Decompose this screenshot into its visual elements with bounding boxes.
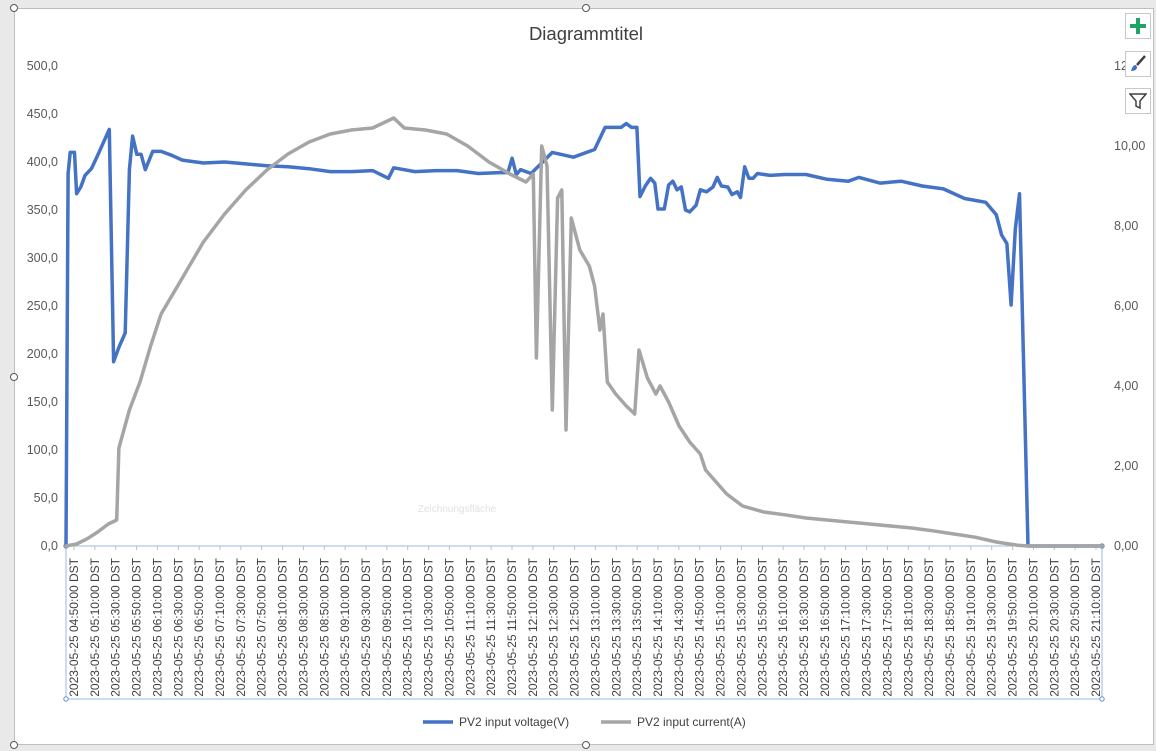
legend-label-1[interactable]: PV2 input voltage(V)	[459, 715, 569, 729]
x-tick-label: 2023-05-25 06:30:00 DST	[171, 557, 185, 696]
x-tick-label: 2023-05-25 21:10:00 DST	[1089, 557, 1103, 696]
legend-label-2[interactable]: PV2 input current(A)	[637, 715, 746, 729]
x-tick-label: 2023-05-25 11:10:00 DST	[463, 557, 477, 696]
x-tick-label: 2023-05-25 10:30:00 DST	[422, 557, 436, 696]
x-tick-label: 2023-05-25 10:10:00 DST	[401, 557, 415, 696]
y-left-tick-label: 500,0	[27, 59, 58, 73]
y-left-tick-label: 450,0	[27, 107, 58, 121]
x-tick-label: 2023-05-25 16:10:00 DST	[776, 557, 790, 696]
x-tick-label: 2023-05-25 18:50:00 DST	[943, 557, 957, 696]
x-tick-label: 2023-05-25 07:10:00 DST	[213, 557, 227, 696]
x-tick-label: 2023-05-25 05:50:00 DST	[130, 557, 144, 696]
chart-styles-button[interactable]	[1125, 51, 1151, 77]
axes: 0,0 50,0 100,0 150,0 200,0 250,0 300,0 350,0 400…	[27, 59, 1145, 702]
x-tick-label: 2023-05-25 20:30:00 DST	[1047, 557, 1061, 696]
y-left-tick-label: 250,0	[27, 299, 58, 313]
x-tick-label: 2023-05-25 09:10:00 DST	[338, 557, 352, 696]
y-left-tick-label: 50,0	[34, 491, 58, 505]
x-tick-label: 2023-05-25 19:10:00 DST	[964, 557, 978, 696]
x-axis-label-box[interactable]	[65, 545, 1103, 700]
chart-title[interactable]: Diagrammtitel	[529, 23, 643, 44]
x-tick-label: 2023-05-25 17:50:00 DST	[880, 557, 894, 696]
x-tick-label: 2023-05-25 07:30:00 DST	[234, 557, 248, 696]
y-right-tick-label: 6,00	[1114, 299, 1138, 313]
x-tick-label: 2023-05-25 17:30:00 DST	[860, 557, 874, 696]
x-tick-label: 2023-05-25 17:10:00 DST	[839, 557, 853, 696]
x-tick-label: 2023-05-25 15:50:00 DST	[755, 557, 769, 696]
x-tick-label: 2023-05-25 08:10:00 DST	[276, 557, 290, 696]
plot-area-tooltip: Zeichnungsfläche	[418, 504, 497, 515]
x-tick-label: 2023-05-25 05:30:00 DST	[109, 557, 123, 696]
x-tick-label: 2023-05-25 15:10:00 DST	[714, 557, 728, 696]
x-tick-label: 2023-05-25 12:50:00 DST	[568, 557, 582, 696]
chart-filters-button[interactable]	[1125, 88, 1151, 114]
x-tick-label: 2023-05-25 20:50:00 DST	[1068, 557, 1082, 696]
y-left-tick-label: 150,0	[27, 395, 58, 409]
x-tick-label: 2023-05-25 13:30:00 DST	[609, 557, 623, 696]
x-tick-label: 2023-05-25 08:50:00 DST	[317, 557, 331, 696]
x-tick-label: 2023-05-25 09:30:00 DST	[359, 557, 373, 696]
x-tick-label: 2023-05-25 13:10:00 DST	[588, 557, 602, 696]
y-right-tick-label: 2,00	[1114, 459, 1138, 473]
y-left-tick-label: 300,0	[27, 251, 58, 265]
chart-elements-button[interactable]	[1125, 13, 1151, 39]
y-left-tick-label: 100,0	[27, 443, 58, 457]
x-tick-label: 2023-05-25 06:50:00 DST	[192, 557, 206, 696]
resize-handle-bottom-center[interactable]	[582, 741, 590, 749]
brush-icon	[1131, 55, 1146, 71]
resize-handle-top-left[interactable]	[10, 4, 18, 12]
x-tick-label: 2023-05-25 19:30:00 DST	[985, 557, 999, 696]
y-left-tick-label: 350,0	[27, 203, 58, 217]
x-tick-label: 2023-05-25 13:50:00 DST	[630, 557, 644, 696]
y-left-tick-label: 0,0	[41, 539, 58, 553]
x-tick-label: 2023-05-25 05:10:00 DST	[88, 557, 102, 696]
plus-icon	[1130, 18, 1146, 34]
y-right-tick-label: 8,00	[1114, 219, 1138, 233]
x-tick-label: 2023-05-25 19:50:00 DST	[1006, 557, 1020, 696]
resize-handle-middle-left[interactable]	[10, 373, 18, 381]
x-tick-label: 2023-05-25 04:50:00 DST	[67, 557, 81, 696]
x-tick-label: 2023-05-25 20:10:00 DST	[1026, 557, 1040, 696]
x-tick-label: 2023-05-25 14:10:00 DST	[651, 557, 665, 696]
legend[interactable]: PV2 input voltage(V) PV2 input current(A)	[423, 715, 746, 729]
x-tick-label: 2023-05-25 09:50:00 DST	[380, 557, 394, 696]
series-layer	[64, 116, 1104, 548]
series-line-1[interactable]	[64, 121, 1104, 548]
x-axis-handle-3[interactable]	[1099, 696, 1105, 702]
y-left-tick-label: 200,0	[27, 347, 58, 361]
x-tick-label: 2023-05-25 15:30:00 DST	[734, 557, 748, 696]
x-tick-label: 2023-05-25 11:30:00 DST	[484, 557, 498, 696]
x-tick-label: 2023-05-25 10:50:00 DST	[442, 557, 456, 696]
x-tick-label: 2023-05-25 18:30:00 DST	[922, 557, 936, 696]
y-right-tick-label: 4,00	[1114, 379, 1138, 393]
y-right-tick-label: 0,00	[1114, 539, 1138, 553]
x-tick-label: 2023-05-25 12:10:00 DST	[526, 557, 540, 696]
x-tick-label: 2023-05-25 18:10:00 DST	[901, 557, 915, 696]
funnel-icon	[1129, 93, 1147, 110]
x-tick-label: 2023-05-25 11:50:00 DST	[505, 557, 519, 696]
x-tick-label: 2023-05-25 08:30:00 DST	[296, 557, 310, 696]
y-left-tick-label: 400,0	[27, 155, 58, 169]
x-tick-label: 2023-05-25 12:30:00 DST	[547, 557, 561, 696]
x-tick-label: 2023-05-25 07:50:00 DST	[255, 557, 269, 696]
chart-frame[interactable]	[14, 8, 1154, 745]
x-tick-label: 2023-05-25 06:10:00 DST	[150, 557, 164, 696]
resize-handle-top-center[interactable]	[582, 4, 590, 12]
x-axis-handle-2[interactable]	[63, 696, 69, 702]
x-tick-label: 2023-05-25 16:50:00 DST	[818, 557, 832, 696]
x-tick-label: 2023-05-25 14:30:00 DST	[672, 557, 686, 696]
resize-handle-bottom-left[interactable]	[10, 741, 18, 749]
x-tick-label: 2023-05-25 14:50:00 DST	[693, 557, 707, 696]
series-line-2[interactable]	[64, 116, 1104, 548]
y-right-tick-label: 10,00	[1114, 139, 1145, 153]
x-tick-label: 2023-05-25 16:30:00 DST	[797, 557, 811, 696]
